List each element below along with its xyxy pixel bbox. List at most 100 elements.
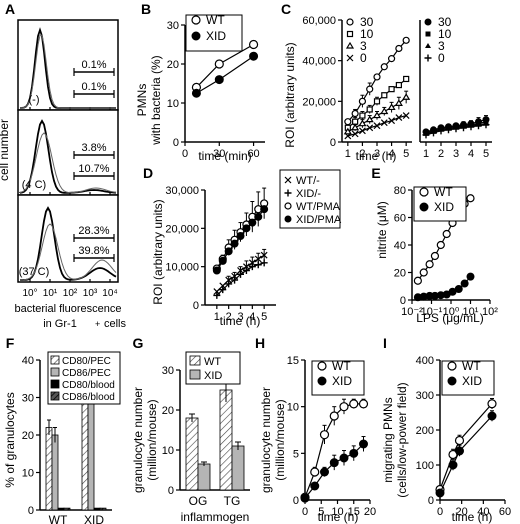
bar <box>185 417 199 491</box>
x-tick-label: 0 <box>182 148 188 160</box>
x-tick-label: 2 <box>226 311 232 323</box>
x-tick-label: 60 <box>247 148 259 160</box>
data-point <box>455 446 464 456</box>
data-point <box>344 132 352 140</box>
panel-I-ylabel-1: migrating PMNs <box>381 397 395 482</box>
data-point <box>435 488 445 498</box>
data-point <box>380 119 388 127</box>
y-tick-label: 30 <box>167 20 179 32</box>
y-tick-label: 20,000 <box>302 96 336 108</box>
category-label: OG <box>189 494 208 508</box>
data-point <box>422 131 430 139</box>
data-point <box>349 448 359 458</box>
y-tick-label: 80 <box>394 185 406 197</box>
y-tick-label: 200 <box>416 425 434 437</box>
panel-label-D: D <box>143 165 153 181</box>
data-point <box>339 453 349 463</box>
y-tick-label: 100 <box>416 460 434 472</box>
data-point <box>352 118 359 125</box>
bar <box>45 427 53 511</box>
x-tick-label: 30 <box>213 148 225 160</box>
data-point <box>402 112 410 119</box>
legend-D-label: XID/PMA <box>296 214 342 226</box>
panel-label-F: F <box>6 335 15 351</box>
data-point <box>320 467 329 477</box>
x-tick-label: 40 <box>477 506 489 518</box>
data-point <box>254 255 262 263</box>
legend-E-marker <box>419 187 429 197</box>
legend-H-label: WT <box>332 359 351 373</box>
y-tick-label: 0 <box>428 495 434 507</box>
legend-C-marker <box>345 41 355 49</box>
data-point <box>466 194 475 203</box>
panel-label-H: H <box>255 335 265 351</box>
x-tick-label: 15 <box>348 506 360 518</box>
panel-C-ylabel: ROI (arbitrary units) <box>283 42 297 147</box>
x-tick-label: 4 <box>249 311 255 323</box>
y-tick-label: 20 <box>22 430 34 442</box>
legend-C-marker <box>425 43 431 48</box>
legend-F-swatch <box>50 379 60 389</box>
data-point <box>242 267 250 274</box>
data-point <box>349 399 359 409</box>
data-point <box>460 124 467 132</box>
data-point <box>454 285 463 293</box>
panel-H-xlabel: time (h) <box>318 510 359 524</box>
data-point <box>366 124 374 132</box>
panel-A-xlabel2: in Gr-1 <box>43 318 77 330</box>
data-point <box>218 256 227 265</box>
data-point <box>380 63 388 71</box>
data-point <box>214 59 224 69</box>
legend-G-swatch <box>189 369 201 380</box>
y-tick-label: 20,000 <box>165 223 199 235</box>
data-point <box>425 260 434 269</box>
category-label: WT <box>49 513 68 524</box>
legend-E-label: XID <box>434 200 454 214</box>
panel-F-ylabel: % of granulocytes <box>3 392 17 487</box>
y-tick-label: 40 <box>394 240 406 252</box>
data-point <box>358 97 367 105</box>
x-tick-label: 10⁰ <box>443 306 460 318</box>
y-tick-label: 0 <box>173 137 179 149</box>
category-label: TG <box>224 494 241 508</box>
data-point <box>310 467 320 477</box>
data-point <box>381 92 388 99</box>
data-point <box>452 125 460 133</box>
panel-B-xlabel: time (min) <box>198 149 251 163</box>
x-tick-label: 2 <box>359 148 365 160</box>
y-tick-label: 0 <box>330 137 336 149</box>
legend-H-label: XID <box>332 374 352 388</box>
data-point <box>329 458 339 468</box>
series-line <box>439 403 493 490</box>
panel-C-xlabel: time (h) <box>356 149 397 163</box>
bar <box>87 385 95 511</box>
data-point <box>248 263 256 271</box>
y-tick-label: 0 <box>400 295 406 307</box>
data-point <box>359 439 368 449</box>
data-point <box>214 75 224 85</box>
legend-C-marker <box>424 18 432 26</box>
legend-I-marker <box>447 376 457 386</box>
data-point <box>260 205 269 214</box>
y-tick-label: 30 <box>162 365 174 377</box>
data-point <box>310 481 320 491</box>
data-point <box>373 122 381 130</box>
y-tick-label: 300 <box>416 390 434 402</box>
series-line <box>196 55 254 94</box>
data-point <box>254 212 263 221</box>
data-point <box>260 251 268 259</box>
data-point <box>358 399 369 409</box>
data-point <box>460 279 469 288</box>
x-tick-label: 20 <box>456 506 468 518</box>
bar <box>231 445 245 491</box>
data-point <box>388 117 396 125</box>
x-tick-label: 4 <box>389 148 395 160</box>
legend-F-box <box>47 351 121 405</box>
y-tick-label: 10 <box>167 98 179 110</box>
gate-upper-pct: 0.1% <box>81 59 106 71</box>
data-point <box>236 232 245 240</box>
data-point <box>242 224 251 233</box>
panel-I-ylabel-2: (cells/low-power field) <box>395 382 409 497</box>
legend-D-marker <box>284 189 292 197</box>
